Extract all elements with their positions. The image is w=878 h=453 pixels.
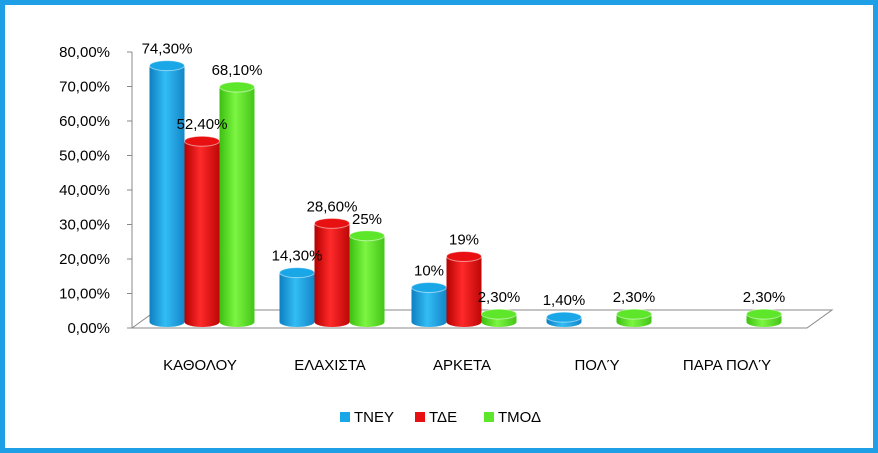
- y-tick-label: 60,00%: [59, 113, 110, 130]
- category-label: ΠΑΡΑ ΠΟΛΎ: [683, 357, 771, 374]
- bar-top: [411, 282, 447, 293]
- bar-top: [481, 308, 517, 320]
- bar-ΤΝΕΥ-ΠΟΛΎ: [546, 311, 582, 327]
- legend-label: ΤΔΕ: [429, 409, 457, 426]
- bar-body: [349, 235, 385, 327]
- legend-label: ΤΝΕΥ: [354, 409, 394, 426]
- data-label: 2,30%: [743, 289, 786, 306]
- bar-ΤΝΕΥ-ΚΑΘΟΛΟΥ: [149, 60, 185, 327]
- data-label: 14,30%: [272, 248, 323, 265]
- bar-body: [446, 256, 482, 327]
- data-label: 2,30%: [613, 289, 656, 306]
- bar-ΤΔΕ-ΕΛΑΧΙΣΤΑ: [314, 217, 350, 327]
- bar-ΤΝΕΥ-ΑΡΚΕΤΑ: [411, 282, 447, 327]
- category-label: ΚΑΘΟΛΟΥ: [163, 357, 237, 374]
- y-tick-label: 0,00%: [67, 320, 110, 337]
- bar-body: [279, 272, 315, 327]
- legend-swatch-ΤΜΟΔ: [484, 412, 494, 422]
- bar-top: [314, 217, 350, 229]
- data-label: 1,40%: [543, 292, 586, 309]
- bar-ΤΜΟΔ-ΕΛΑΧΙΣΤΑ: [349, 230, 385, 327]
- bar-body: [184, 141, 220, 327]
- category-label: ΑΡΚΕΤΑ: [433, 357, 491, 374]
- category-label: ΠΟΛΎ: [574, 357, 619, 374]
- data-label: 10%: [414, 263, 444, 280]
- legend-swatch-ΤΔΕ: [415, 412, 425, 422]
- y-tick-label: 30,00%: [59, 217, 110, 234]
- y-tick-label: 80,00%: [59, 44, 110, 61]
- bar-ΤΜΟΔ-ΑΡΚΕΤΑ: [481, 308, 517, 327]
- bar-body: [219, 87, 255, 328]
- y-tick-label: 10,00%: [59, 286, 110, 303]
- bar-ΤΔΕ-ΚΑΘΟΛΟΥ: [184, 135, 220, 327]
- legend-swatch-ΤΝΕΥ: [340, 412, 350, 422]
- data-label: 74,30%: [142, 41, 193, 58]
- category-label: ΕΛΑΧΙΣΤΑ: [294, 357, 366, 374]
- y-tick-label: 70,00%: [59, 79, 110, 96]
- data-label: 68,10%: [212, 62, 263, 79]
- bar-top: [349, 230, 385, 242]
- data-label: 19%: [449, 231, 479, 248]
- bar-top: [219, 81, 255, 93]
- bar-body: [149, 65, 185, 327]
- y-tick-label: 50,00%: [59, 148, 110, 165]
- bar-top: [446, 250, 482, 262]
- legend-label: ΤΜΟΔ: [498, 409, 541, 426]
- y-tick-label: 40,00%: [59, 182, 110, 199]
- data-label: 52,40%: [177, 116, 228, 133]
- bar-top: [149, 60, 185, 72]
- bar-top: [279, 267, 315, 279]
- data-label: 28,60%: [307, 198, 358, 215]
- bar-ΤΔΕ-ΑΡΚΕΤΑ: [446, 250, 482, 327]
- data-label: 25%: [352, 211, 382, 228]
- bar-ΤΝΕΥ-ΕΛΑΧΙΣΤΑ: [279, 267, 315, 327]
- bar-ΤΜΟΔ-ΠΟΛΎ: [616, 308, 652, 327]
- bar-top: [184, 135, 220, 147]
- bar-top: [616, 308, 652, 320]
- bar-ΤΜΟΔ-ΚΑΘΟΛΟΥ: [219, 81, 255, 328]
- bar-body: [411, 287, 447, 327]
- data-label: 2,30%: [478, 289, 521, 306]
- y-tick-label: 20,00%: [59, 251, 110, 268]
- bar-top: [746, 308, 782, 320]
- bar-top: [546, 311, 582, 323]
- bar-body: [314, 223, 350, 327]
- bar-ΤΜΟΔ-ΠΑΡΑ ΠΟΛΎ: [746, 308, 782, 327]
